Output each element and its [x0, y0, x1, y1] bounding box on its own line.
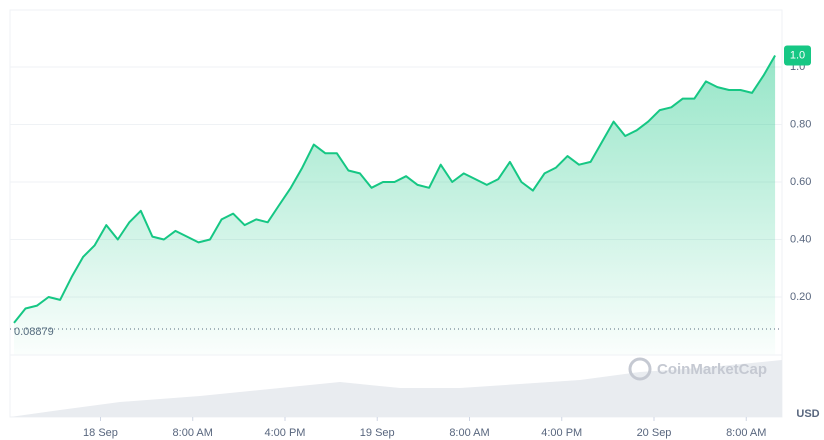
volume-area — [10, 360, 782, 417]
watermark-text: CoinMarketCap — [657, 361, 767, 378]
x-tick-label: 4:00 PM — [541, 427, 582, 439]
x-tick-label: 8:00 AM — [173, 427, 213, 439]
x-tick-label: 18 Sep — [83, 427, 118, 439]
last-price-label: 1.0 — [790, 49, 805, 61]
y-tick-label: 0.40 — [790, 233, 811, 245]
y-tick-label: 0.60 — [790, 176, 811, 188]
last-price-badge — [784, 45, 811, 66]
y-tick-label: 0.20 — [790, 291, 811, 303]
y-tick-label: 0.80 — [790, 118, 811, 130]
watermark-logo — [628, 357, 652, 381]
x-tick-label: 8:00 AM — [726, 427, 766, 439]
x-tick-label: 20 Sep — [637, 427, 672, 439]
currency-label: USD — [796, 408, 819, 420]
price-line — [13, 55, 776, 324]
x-tick-label: 19 Sep — [360, 427, 395, 439]
price-area — [14, 55, 776, 355]
x-tick-label: 8:00 AM — [449, 427, 489, 439]
watermark: CoinMarketCap — [628, 357, 767, 381]
x-tick-label: 4:00 PM — [265, 427, 306, 439]
